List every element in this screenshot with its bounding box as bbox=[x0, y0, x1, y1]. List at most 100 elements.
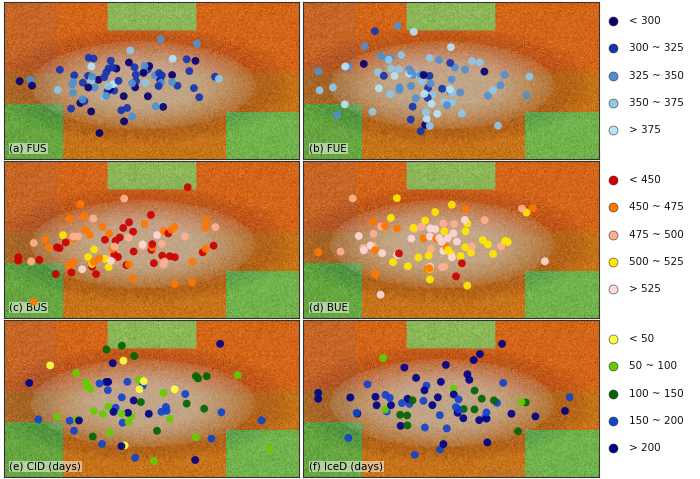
Point bbox=[104, 230, 115, 238]
Point bbox=[425, 80, 436, 87]
Point bbox=[530, 412, 541, 420]
Point bbox=[68, 235, 79, 243]
Point bbox=[83, 83, 94, 91]
Point bbox=[187, 258, 198, 265]
Point bbox=[446, 201, 457, 208]
Point bbox=[99, 73, 110, 81]
Point bbox=[479, 217, 490, 224]
Point bbox=[179, 233, 190, 240]
Point bbox=[362, 380, 373, 388]
Point bbox=[117, 419, 128, 427]
Point bbox=[439, 263, 450, 271]
Point bbox=[181, 56, 193, 63]
Point bbox=[99, 236, 111, 243]
Point bbox=[539, 257, 550, 265]
Point bbox=[214, 75, 225, 83]
Point bbox=[487, 250, 498, 258]
Point bbox=[75, 200, 86, 208]
Point bbox=[440, 361, 452, 369]
Point bbox=[90, 270, 101, 278]
Point bbox=[88, 215, 99, 222]
Point bbox=[123, 59, 134, 67]
Point bbox=[180, 390, 191, 398]
Point bbox=[438, 247, 449, 255]
Point bbox=[151, 231, 162, 239]
Point bbox=[424, 265, 435, 273]
Point bbox=[419, 90, 430, 98]
Point bbox=[474, 416, 485, 424]
Point bbox=[453, 406, 464, 413]
Point bbox=[421, 115, 433, 123]
Point bbox=[418, 71, 429, 79]
Point bbox=[190, 456, 201, 464]
Point bbox=[405, 68, 416, 75]
Point bbox=[487, 86, 498, 94]
Point bbox=[71, 369, 82, 377]
Point bbox=[68, 258, 79, 266]
Point bbox=[105, 257, 116, 265]
Point bbox=[101, 68, 112, 76]
Text: 300 ~ 325: 300 ~ 325 bbox=[629, 44, 684, 54]
Point bbox=[107, 64, 118, 71]
Point bbox=[52, 86, 63, 94]
Point bbox=[419, 387, 430, 394]
Point bbox=[564, 393, 575, 401]
Text: (d) BUE: (d) BUE bbox=[309, 303, 349, 313]
Point bbox=[123, 418, 134, 426]
Point bbox=[128, 248, 139, 255]
Point bbox=[150, 103, 161, 110]
Point bbox=[197, 249, 209, 256]
Point bbox=[394, 86, 405, 93]
Point bbox=[409, 226, 420, 233]
Point bbox=[128, 397, 139, 404]
Point bbox=[385, 214, 396, 222]
Point bbox=[80, 226, 91, 234]
Point bbox=[455, 252, 466, 260]
Point bbox=[340, 101, 351, 108]
Point bbox=[386, 401, 397, 409]
Point bbox=[365, 241, 376, 249]
Point bbox=[437, 85, 448, 92]
Point bbox=[314, 86, 326, 94]
Point bbox=[427, 401, 438, 409]
Text: 325 ~ 350: 325 ~ 350 bbox=[629, 71, 685, 81]
Point bbox=[13, 257, 24, 264]
Point bbox=[442, 246, 454, 254]
Point bbox=[404, 66, 415, 73]
Point bbox=[142, 92, 153, 100]
Point bbox=[77, 79, 88, 87]
Point bbox=[127, 228, 139, 236]
Point bbox=[395, 422, 406, 430]
Point bbox=[113, 77, 124, 85]
Point bbox=[55, 66, 66, 74]
Point bbox=[88, 258, 99, 266]
Point bbox=[389, 72, 400, 80]
Point bbox=[86, 76, 97, 84]
Point bbox=[424, 263, 435, 271]
Point bbox=[164, 415, 176, 423]
Point bbox=[415, 71, 426, 79]
Point bbox=[313, 389, 324, 397]
Point bbox=[482, 439, 493, 446]
Point bbox=[172, 82, 183, 90]
Point bbox=[156, 102, 167, 110]
Point bbox=[256, 416, 267, 424]
Point bbox=[432, 110, 443, 117]
Point bbox=[377, 249, 388, 257]
Point bbox=[456, 260, 468, 267]
Text: 350 ~ 375: 350 ~ 375 bbox=[629, 98, 685, 108]
Text: 450 ~ 475: 450 ~ 475 bbox=[629, 203, 685, 213]
Point bbox=[147, 240, 158, 248]
Point bbox=[372, 68, 384, 76]
Text: Chinanews.com: Chinanews.com bbox=[486, 470, 542, 476]
Point bbox=[449, 220, 460, 228]
Point bbox=[97, 223, 108, 230]
Point bbox=[142, 66, 153, 73]
Point bbox=[125, 412, 136, 420]
Point bbox=[424, 122, 435, 130]
Point bbox=[139, 220, 150, 228]
Point bbox=[455, 89, 466, 96]
Point bbox=[441, 424, 452, 432]
Point bbox=[412, 71, 423, 79]
Point bbox=[413, 254, 424, 262]
